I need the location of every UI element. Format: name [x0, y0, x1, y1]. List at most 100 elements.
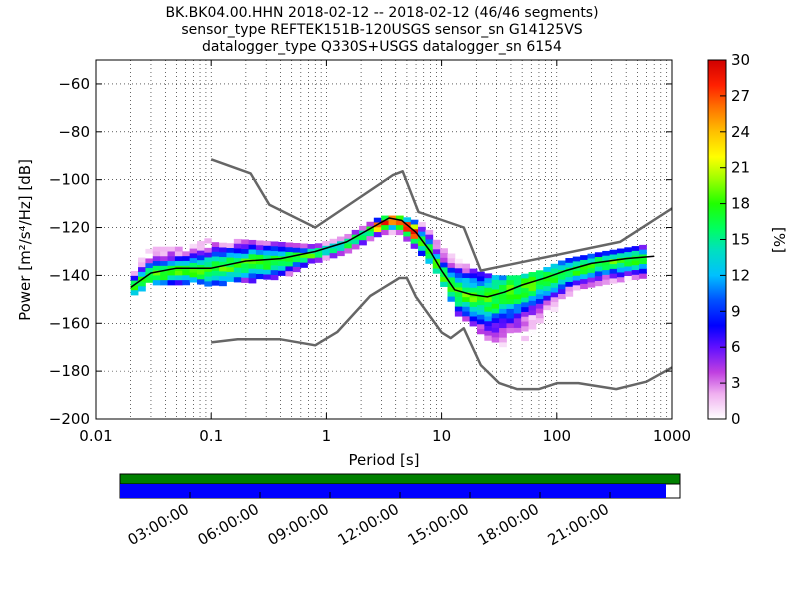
density-cell	[285, 266, 294, 272]
density-cell	[616, 277, 625, 283]
density-cell	[219, 247, 227, 253]
density-cell	[366, 236, 375, 242]
density-cell	[248, 278, 257, 284]
density-cell	[322, 250, 331, 256]
density-cell	[462, 287, 471, 293]
density-cell	[550, 287, 559, 293]
density-cell	[476, 324, 485, 330]
colorbar-tick-label: 0	[731, 410, 741, 428]
density-cell	[462, 316, 471, 322]
density-cell	[204, 262, 213, 268]
density-cell	[484, 321, 493, 327]
density-cell	[152, 275, 161, 281]
density-cell	[130, 271, 139, 277]
density-cell	[543, 267, 552, 273]
density-cell	[152, 251, 161, 257]
density-cell	[469, 311, 478, 317]
density-cell	[285, 252, 294, 258]
density-cell	[226, 271, 235, 278]
density-cell	[425, 244, 434, 250]
density-cell	[292, 242, 301, 249]
density-cell	[248, 244, 257, 250]
density-cell	[211, 246, 220, 253]
density-cell	[204, 267, 213, 273]
x-tick-label: 0.01	[79, 427, 112, 445]
density-cell	[462, 297, 471, 303]
density-cell	[403, 236, 412, 242]
density-cell	[476, 286, 485, 292]
density-cell	[513, 280, 522, 286]
timeline-tick-label: 21:00:00	[545, 500, 612, 549]
density-cell	[395, 225, 404, 231]
density-cell	[469, 273, 478, 279]
density-cell	[241, 268, 249, 274]
density-cell	[270, 251, 279, 257]
density-cell	[226, 243, 235, 249]
density-cell	[513, 294, 522, 300]
density-cell	[395, 215, 404, 221]
density-cell	[491, 327, 500, 333]
density-cell	[196, 260, 205, 266]
density-cell	[462, 306, 471, 312]
density-cell	[336, 246, 345, 252]
density-cell	[454, 258, 463, 264]
density-cell	[403, 226, 412, 233]
density-cell	[513, 308, 522, 314]
density-cell	[174, 246, 183, 252]
density-cell	[388, 229, 397, 236]
density-cell	[454, 268, 463, 274]
density-cell	[182, 270, 191, 276]
density-cell	[624, 276, 633, 282]
y-tick-label: −200	[49, 410, 90, 428]
density-cell	[602, 250, 611, 257]
density-cell	[211, 256, 220, 262]
density-cell	[528, 281, 537, 287]
density-cell	[572, 261, 581, 267]
density-cell	[204, 247, 213, 254]
density-cell	[528, 296, 537, 302]
density-cell	[196, 255, 205, 261]
density-cell	[366, 221, 375, 227]
nlnm-line	[211, 276, 672, 391]
density-cell	[454, 277, 463, 284]
density-cell	[639, 249, 647, 255]
density-cell	[550, 263, 559, 269]
density-cell	[278, 270, 286, 276]
density-cell	[351, 229, 360, 236]
density-cell	[359, 235, 367, 241]
density-cell	[491, 337, 500, 343]
density-cell	[469, 306, 478, 313]
density-cell	[543, 286, 552, 292]
density-cell	[292, 257, 301, 263]
density-cell	[314, 243, 323, 249]
density-cell	[388, 220, 397, 226]
mean-line	[130, 217, 655, 298]
y-tick-label: −120	[49, 219, 90, 237]
density-cell	[189, 243, 198, 249]
density-cell	[528, 329, 537, 335]
density-cell	[521, 326, 529, 332]
density-cell	[263, 269, 272, 275]
x-axis-label: Period [s]	[348, 451, 419, 469]
density-cell	[403, 217, 412, 223]
density-cell	[211, 270, 220, 277]
density-cell	[484, 311, 493, 317]
density-cell	[513, 327, 522, 334]
density-cell	[440, 248, 448, 254]
density-cell	[226, 257, 235, 263]
density-cell	[359, 240, 367, 246]
density-cell	[454, 297, 463, 303]
density-cell	[204, 281, 213, 287]
density-cell	[241, 249, 249, 255]
x-tick-label: 0.1	[199, 427, 223, 445]
density-cell	[152, 270, 161, 276]
density-cell	[432, 268, 441, 274]
density-cell	[594, 252, 603, 258]
density-cell	[521, 288, 529, 294]
density-cell	[491, 275, 500, 281]
density-cell	[469, 297, 478, 303]
density-cell	[454, 282, 463, 288]
density-cell	[513, 299, 522, 305]
density-cell	[292, 247, 301, 253]
